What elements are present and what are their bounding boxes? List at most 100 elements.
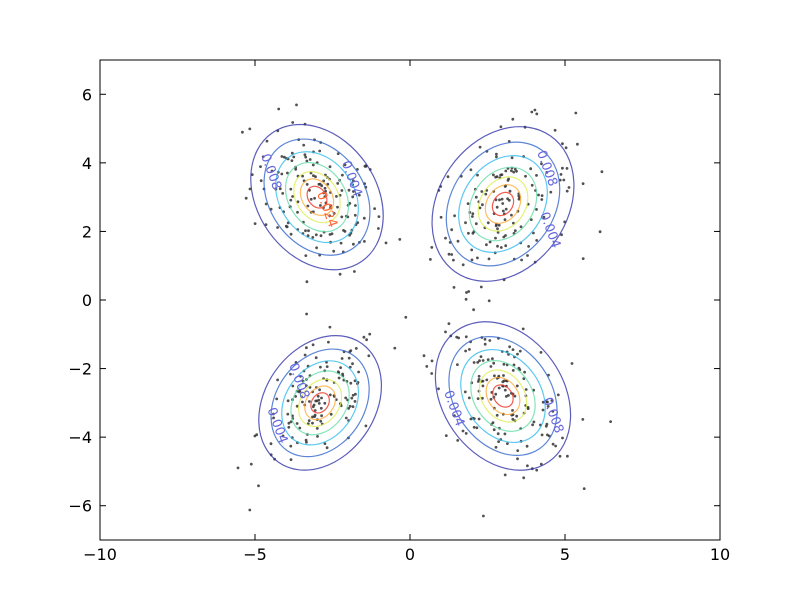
data-point — [307, 229, 310, 233]
contour-line-0.012 — [460, 348, 546, 444]
data-point — [496, 432, 500, 436]
data-point — [320, 184, 324, 188]
contour-line-0.008 — [270, 348, 370, 458]
data-point — [497, 223, 501, 227]
data-point — [518, 349, 522, 353]
data-point — [539, 462, 543, 466]
data-point — [453, 214, 456, 218]
data-point — [540, 162, 543, 166]
data-point — [303, 153, 307, 157]
data-point — [276, 378, 279, 382]
contour-line-0.016 — [290, 370, 350, 436]
data-point — [469, 417, 473, 421]
data-point — [253, 222, 257, 226]
data-point — [272, 416, 275, 420]
data-point — [329, 412, 333, 416]
data-point — [507, 394, 510, 397]
data-point — [512, 221, 515, 225]
data-point — [315, 246, 318, 250]
data-point — [384, 241, 388, 245]
data-point — [464, 221, 467, 225]
data-point — [511, 348, 515, 351]
data-point — [472, 361, 476, 364]
data-point — [468, 348, 471, 351]
data-point — [270, 169, 274, 173]
data-point — [492, 428, 496, 432]
data-point — [351, 195, 355, 199]
data-point — [516, 457, 519, 461]
data-point — [341, 372, 344, 376]
data-point — [494, 175, 497, 179]
data-point — [373, 207, 376, 211]
contour-line-0.024 — [299, 178, 335, 216]
data-point — [516, 449, 520, 452]
data-point — [305, 346, 308, 350]
data-point — [494, 392, 498, 396]
data-point — [489, 397, 493, 401]
data-point — [296, 210, 299, 214]
plot-area-frame — [99, 59, 721, 541]
data-point — [349, 381, 353, 385]
contour-line-0.016 — [468, 166, 538, 242]
data-point — [494, 236, 497, 240]
data-point — [347, 356, 351, 360]
data-point — [236, 466, 240, 470]
data-point — [286, 412, 290, 416]
data-point — [540, 198, 544, 201]
data-point — [296, 200, 300, 204]
data-point — [276, 226, 279, 229]
data-point — [339, 241, 343, 245]
data-point — [565, 167, 569, 170]
data-point — [470, 258, 474, 262]
data-point — [453, 414, 456, 418]
data-point — [437, 387, 440, 391]
data-point — [312, 403, 316, 407]
data-point — [546, 405, 550, 408]
data-point — [506, 442, 509, 445]
data-point — [486, 358, 490, 361]
data-point — [444, 434, 448, 437]
data-point — [326, 182, 330, 186]
data-point — [487, 257, 491, 261]
data-point — [504, 395, 508, 398]
data-point — [342, 229, 345, 232]
data-point — [488, 339, 492, 342]
data-point — [513, 394, 517, 398]
data-point — [352, 242, 355, 246]
data-point — [307, 419, 311, 422]
data-point — [527, 245, 530, 248]
data-point — [481, 203, 484, 207]
data-point — [323, 186, 327, 190]
data-point — [581, 418, 585, 421]
x-tick-label: 0 — [405, 545, 415, 564]
data-point — [301, 174, 304, 178]
x-tick-label: 10 — [710, 545, 730, 564]
data-point — [302, 143, 306, 147]
data-point — [257, 484, 260, 488]
data-point — [530, 110, 534, 114]
data-point — [535, 174, 538, 177]
data-point — [524, 174, 527, 178]
data-point — [508, 345, 511, 349]
data-point — [322, 179, 326, 183]
data-point — [491, 357, 494, 361]
contour-line-0.016 — [284, 162, 350, 233]
data-point — [524, 388, 528, 391]
data-point — [351, 179, 355, 183]
contour-line-0.008 — [263, 138, 371, 256]
contour-line-0.024 — [485, 376, 521, 416]
data-point — [476, 256, 479, 260]
data-point — [496, 244, 499, 248]
data-point — [291, 195, 294, 198]
data-point — [323, 442, 327, 445]
data-point — [501, 209, 505, 213]
data-point — [485, 378, 489, 382]
data-point — [353, 213, 357, 217]
data-point — [576, 142, 579, 146]
data-point — [609, 420, 612, 423]
data-point — [475, 426, 479, 430]
data-point — [495, 152, 498, 156]
data-point — [367, 354, 371, 358]
data-point — [471, 215, 474, 218]
data-point — [574, 111, 578, 115]
